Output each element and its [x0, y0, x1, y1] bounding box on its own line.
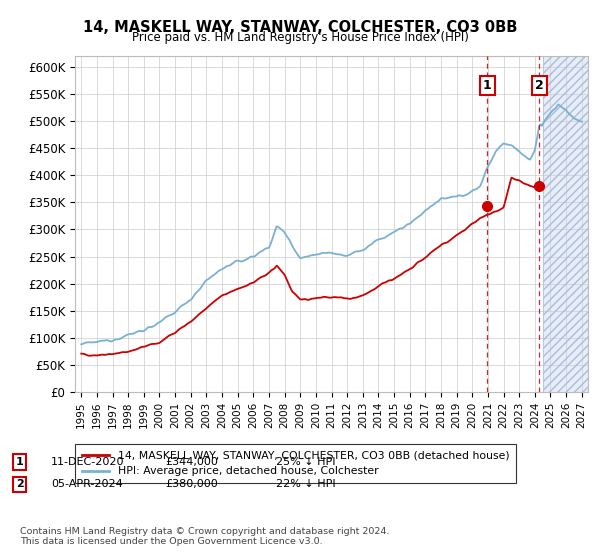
Bar: [542, 56, 588, 392]
Text: 1: 1: [483, 80, 491, 92]
Text: Price paid vs. HM Land Registry's House Price Index (HPI): Price paid vs. HM Land Registry's House …: [131, 31, 469, 44]
Text: 2: 2: [16, 479, 23, 489]
Text: Contains HM Land Registry data © Crown copyright and database right 2024.
This d: Contains HM Land Registry data © Crown c…: [20, 526, 389, 546]
Text: £380,000: £380,000: [165, 479, 218, 489]
Legend: 14, MASKELL WAY, STANWAY, COLCHESTER, CO3 0BB (detached house), HPI: Average pri: 14, MASKELL WAY, STANWAY, COLCHESTER, CO…: [75, 445, 515, 483]
Bar: [542, 56, 588, 392]
Text: 2: 2: [535, 80, 544, 92]
Text: 14, MASKELL WAY, STANWAY, COLCHESTER, CO3 0BB: 14, MASKELL WAY, STANWAY, COLCHESTER, CO…: [83, 20, 517, 35]
Text: 25% ↓ HPI: 25% ↓ HPI: [276, 457, 335, 467]
Text: 05-APR-2024: 05-APR-2024: [51, 479, 123, 489]
Text: 22% ↓ HPI: 22% ↓ HPI: [276, 479, 335, 489]
Text: 11-DEC-2020: 11-DEC-2020: [51, 457, 125, 467]
Text: £344,000: £344,000: [165, 457, 218, 467]
Text: 1: 1: [16, 457, 23, 467]
